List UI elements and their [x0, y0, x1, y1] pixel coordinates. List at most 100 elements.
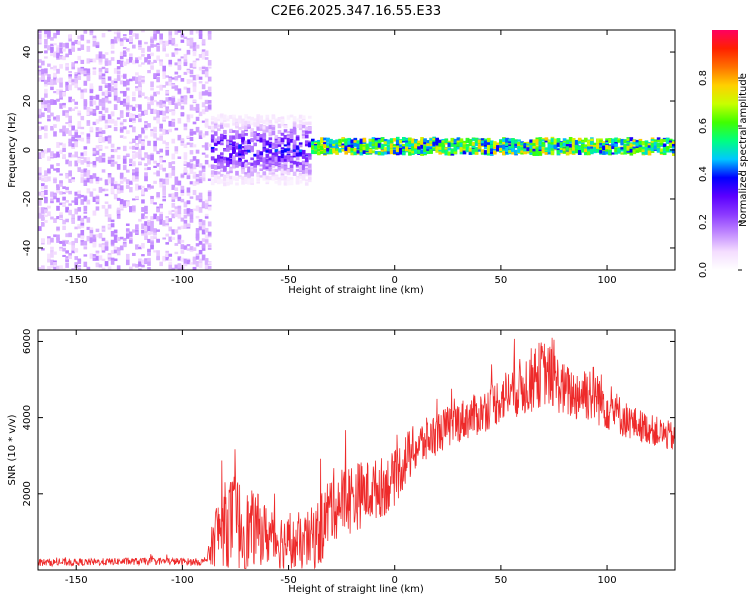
spectrogram-cell [286, 134, 291, 137]
spectrogram-cell [274, 181, 279, 184]
spectrogram-cell [65, 85, 69, 91]
spectrogram-cell [226, 139, 230, 143]
spectrogram-cell [89, 110, 94, 116]
spectrogram-cell [77, 207, 82, 212]
spectrogram-cell [92, 234, 97, 239]
spectrogram-cell [605, 141, 609, 145]
spectrogram-cell [571, 139, 576, 143]
spectrogram-cell [204, 263, 209, 269]
spectrogram-cell [144, 172, 148, 178]
spectrogram-cell [38, 267, 42, 270]
spectrogram-cell [132, 162, 136, 167]
spectrogram-cell [602, 146, 606, 152]
spectrogram-cell [447, 142, 452, 147]
spectrogram-cell [265, 163, 270, 167]
spectrogram-cell [41, 112, 45, 118]
spectrogram-cell [459, 138, 464, 143]
spectrogram-cell [168, 226, 173, 232]
spectrogram-cell [235, 165, 239, 168]
spectrogram-cell [56, 216, 60, 220]
spectrogram-cell [98, 85, 103, 91]
spectrogram-cell [541, 137, 546, 141]
spectrogram-cell [74, 73, 79, 78]
spectrogram-cell [135, 224, 139, 230]
spectrogram-cell [198, 34, 203, 39]
spectrogram-cell [59, 77, 63, 83]
spectrogram-cell [47, 156, 51, 161]
spectrogram-cell [159, 61, 163, 66]
spectrogram-cell [38, 71, 42, 76]
spectrogram-cell [295, 148, 300, 153]
spectrogram-cell [247, 118, 251, 121]
spectrogram-cell [256, 119, 261, 125]
spectrogram-cell [216, 136, 221, 142]
spectrogram-cell [289, 128, 294, 132]
spectrogram-cell [395, 142, 400, 147]
spectrogram-cell [213, 117, 218, 123]
spectrogram-cell [86, 217, 91, 223]
spectrogram-cell [256, 127, 261, 131]
spectrogram-cell [156, 250, 160, 256]
spectrogram-cell [171, 213, 176, 219]
spectrogram-cell [62, 191, 66, 195]
spectrogram-cell [307, 142, 312, 147]
spectrogram-cell [483, 146, 488, 150]
spectrogram-cell [53, 251, 57, 255]
spectrogram-cell [156, 76, 160, 83]
spectrogram-cell [210, 180, 215, 186]
spectrogram-cell [104, 188, 109, 192]
spectrogram-cell [156, 73, 160, 77]
spectrogram-cell [650, 139, 655, 142]
spectrogram-cell [113, 84, 118, 89]
snr-x-tick-label: 50 [495, 575, 508, 586]
spectrogram-cell [262, 146, 267, 149]
spectrogram-cell [247, 180, 251, 185]
spectrogram-cell [201, 243, 206, 249]
spectrogram-cell [104, 92, 109, 96]
spectrogram-cell [244, 172, 248, 175]
spectrogram-cell [253, 131, 257, 134]
spectrogram-cell [286, 145, 291, 149]
spectrogram-cell [350, 139, 355, 144]
spectrogram-cell [116, 59, 121, 65]
spectrogram-cell [150, 87, 154, 91]
spectrogram-cell [135, 86, 139, 89]
spectrogram-cell [235, 126, 239, 129]
spectrogram-cell [138, 134, 142, 138]
spectrogram-cell [119, 245, 124, 251]
spectrogram-cell [247, 149, 251, 153]
spectrogram-cell [101, 130, 106, 134]
spectrogram-cell [144, 167, 148, 171]
spectrogram-cell [292, 116, 297, 121]
spectrogram-cell [177, 208, 182, 215]
spectrogram-cell [189, 196, 194, 199]
colorbar: 0.00.20.40.60.8 Normalized spectral ampl… [698, 30, 749, 278]
spectrogram-cell [50, 79, 54, 85]
spectrogram-cell [668, 142, 673, 146]
spectrogram-cell [41, 248, 45, 251]
spectrogram-cell [122, 243, 127, 247]
spectrogram-cell [192, 60, 197, 63]
spectrogram-cell [332, 148, 336, 154]
spectrogram-cell [74, 132, 79, 138]
spectrogram-cell [189, 246, 194, 251]
spectrogram-cell [444, 138, 449, 143]
spectrogram-cell [274, 176, 279, 180]
spectrogram-cell [129, 266, 133, 270]
spectrogram-cell [86, 179, 91, 183]
spectrogram-cell [529, 151, 534, 155]
spectrogram-cell [125, 95, 130, 101]
spectrogram-cell [192, 156, 197, 161]
spectrogram-cell [113, 258, 118, 262]
spectrogram-cell [101, 228, 106, 231]
spectrogram-cell [638, 149, 643, 153]
spectrogram-cell [71, 147, 75, 150]
spectrogram-cell [116, 247, 121, 252]
spectrogram-cell [153, 109, 157, 115]
spectrogram-cell [271, 177, 276, 181]
spectrogram-cell [186, 162, 191, 167]
spectrogram-cell [68, 209, 72, 216]
spectrogram-cell [68, 48, 72, 53]
spectrogram-cell [68, 96, 72, 103]
spectrogram-cell [195, 236, 200, 241]
